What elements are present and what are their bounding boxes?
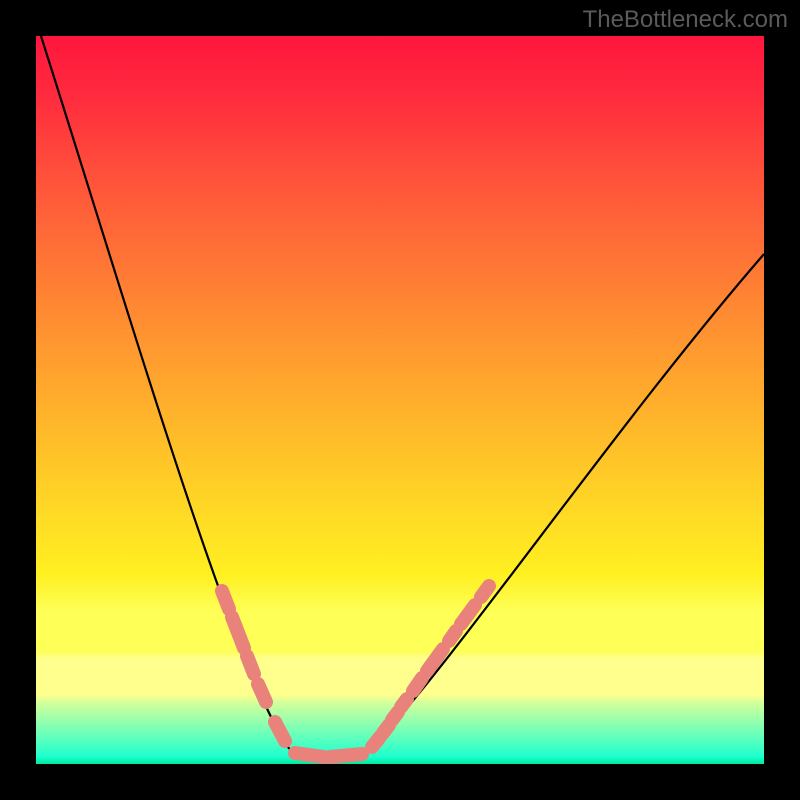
marker-segment (222, 591, 229, 609)
marker-segment (392, 712, 398, 720)
marker-segment (330, 754, 362, 757)
marker-segment (275, 722, 285, 741)
marker-segment (258, 684, 266, 702)
marker-segment (247, 656, 254, 674)
figure-frame: TheBottleneck.com (0, 0, 800, 800)
marker-segment (449, 631, 456, 641)
marker-segment (401, 699, 407, 707)
marker-segment (383, 725, 389, 733)
plot-background (36, 36, 764, 764)
watermark-text: TheBottleneck.com (583, 6, 788, 34)
marker-segment (481, 586, 489, 597)
marker-segment (413, 678, 422, 691)
marker-segment (295, 753, 324, 757)
bottleneck-chart (0, 0, 800, 800)
